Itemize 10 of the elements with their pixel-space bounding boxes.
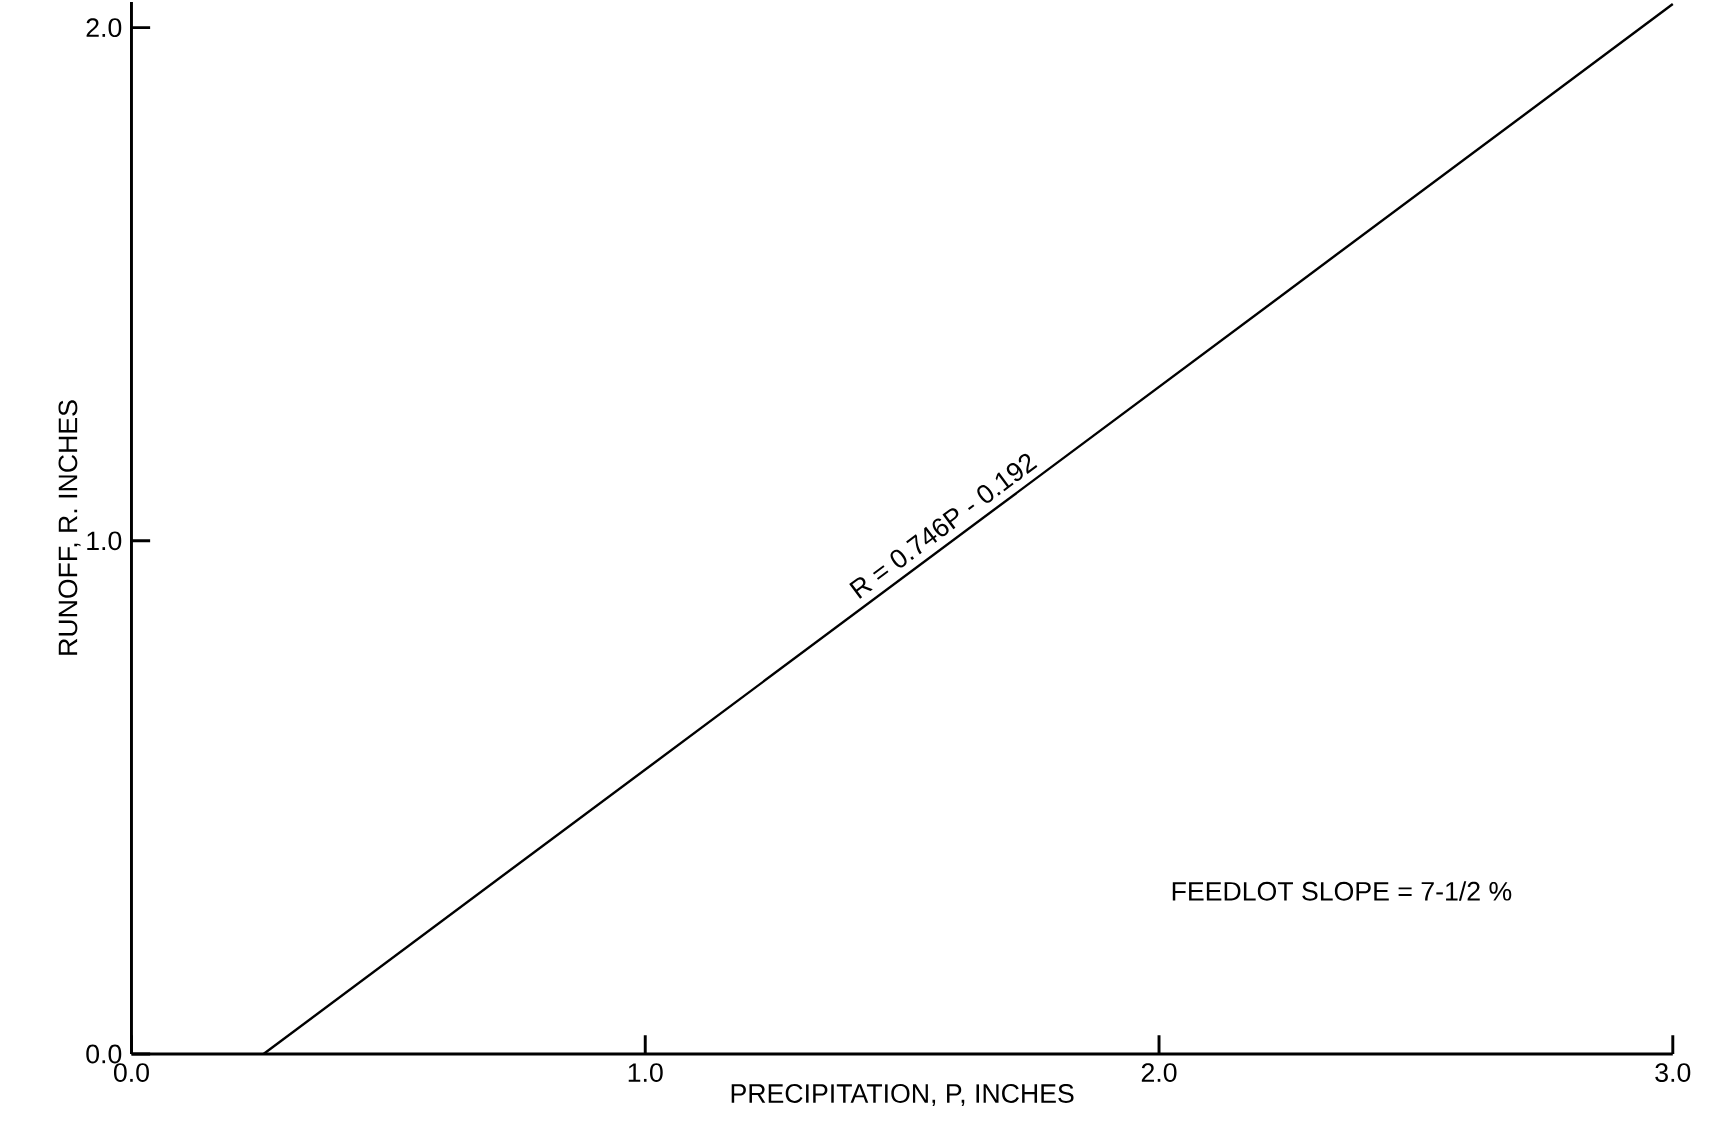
y-tick-label: 2.0 [86,18,122,38]
y-tick-label: 0.0 [86,1044,122,1064]
x-tick-label: 3.0 [1655,1063,1691,1083]
x-axis-title: PRECIPITATION, P, INCHES [731,1084,1074,1107]
annotation: FEEDLOT SLOPE = 7-1/2 % [1172,881,1512,901]
x-tick-label: 2.0 [1141,1063,1177,1083]
x-tick-label: 1.0 [628,1063,663,1083]
x-tick-label: 0.0 [113,1063,149,1083]
y-tick-label: 1.0 [87,531,122,551]
y-axis-title: RUNOFF, R. INCHES [58,400,81,655]
